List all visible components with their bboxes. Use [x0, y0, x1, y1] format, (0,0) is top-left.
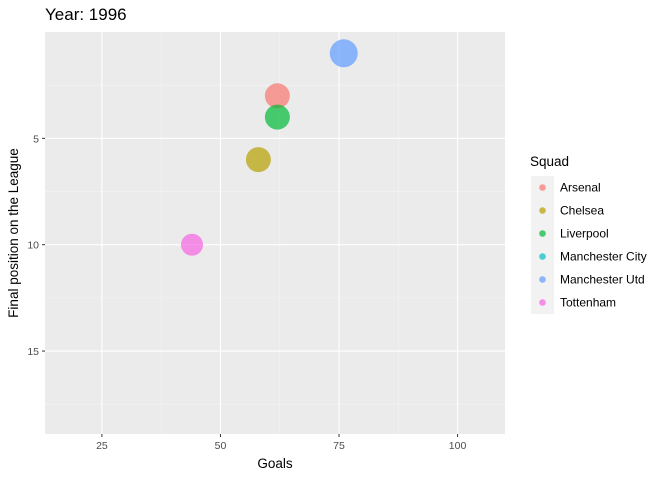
x-tick-label: 100: [449, 440, 467, 452]
legend-label-arsenal: Arsenal: [560, 181, 601, 195]
legend-label-chelsea: Chelsea: [560, 204, 604, 218]
legend-swatch-manchester-utd: [539, 276, 546, 283]
legend-swatch-arsenal: [539, 184, 546, 191]
x-axis-label: Goals: [257, 456, 293, 471]
legend-swatch-chelsea: [539, 207, 546, 214]
point-arsenal: [264, 83, 290, 109]
legend-items: Arsenal Chelsea Liverpool Manchester City Ma…: [531, 176, 647, 314]
point-manchester-utd: [329, 39, 358, 68]
legend-title: Squad: [530, 154, 569, 169]
data-points: [181, 39, 358, 256]
x-tick-label: 50: [215, 440, 227, 452]
legend-label-liverpool: Liverpool: [560, 227, 609, 241]
y-tick-label: 5: [33, 133, 39, 145]
legend-label-manchester-utd: Manchester Utd: [560, 273, 645, 287]
y-axis-ticks: 5 10 15: [27, 133, 45, 358]
point-tottenham: [181, 233, 204, 256]
legend-swatch-tottenham: [539, 299, 546, 306]
point-liverpool: [264, 104, 290, 130]
y-axis-label: Final position on the League: [6, 148, 21, 318]
chart-title: Year: 1996: [45, 5, 127, 24]
x-tick-label: 25: [96, 440, 108, 452]
legend-swatch-manchester-city: [539, 253, 546, 260]
y-tick-label: 15: [27, 346, 39, 358]
legend: Squad Arsenal Chelsea Liverpool Manchester …: [530, 154, 647, 314]
point-chelsea: [245, 147, 271, 173]
y-tick-label: 10: [27, 240, 39, 252]
x-axis-ticks: 25 50 75 100: [96, 434, 466, 452]
major-gridlines: [45, 32, 505, 434]
legend-label-tottenham: Tottenham: [560, 296, 616, 310]
legend-swatch-liverpool: [539, 230, 546, 237]
x-tick-label: 75: [333, 440, 345, 452]
legend-label-manchester-city: Manchester City: [560, 250, 647, 264]
